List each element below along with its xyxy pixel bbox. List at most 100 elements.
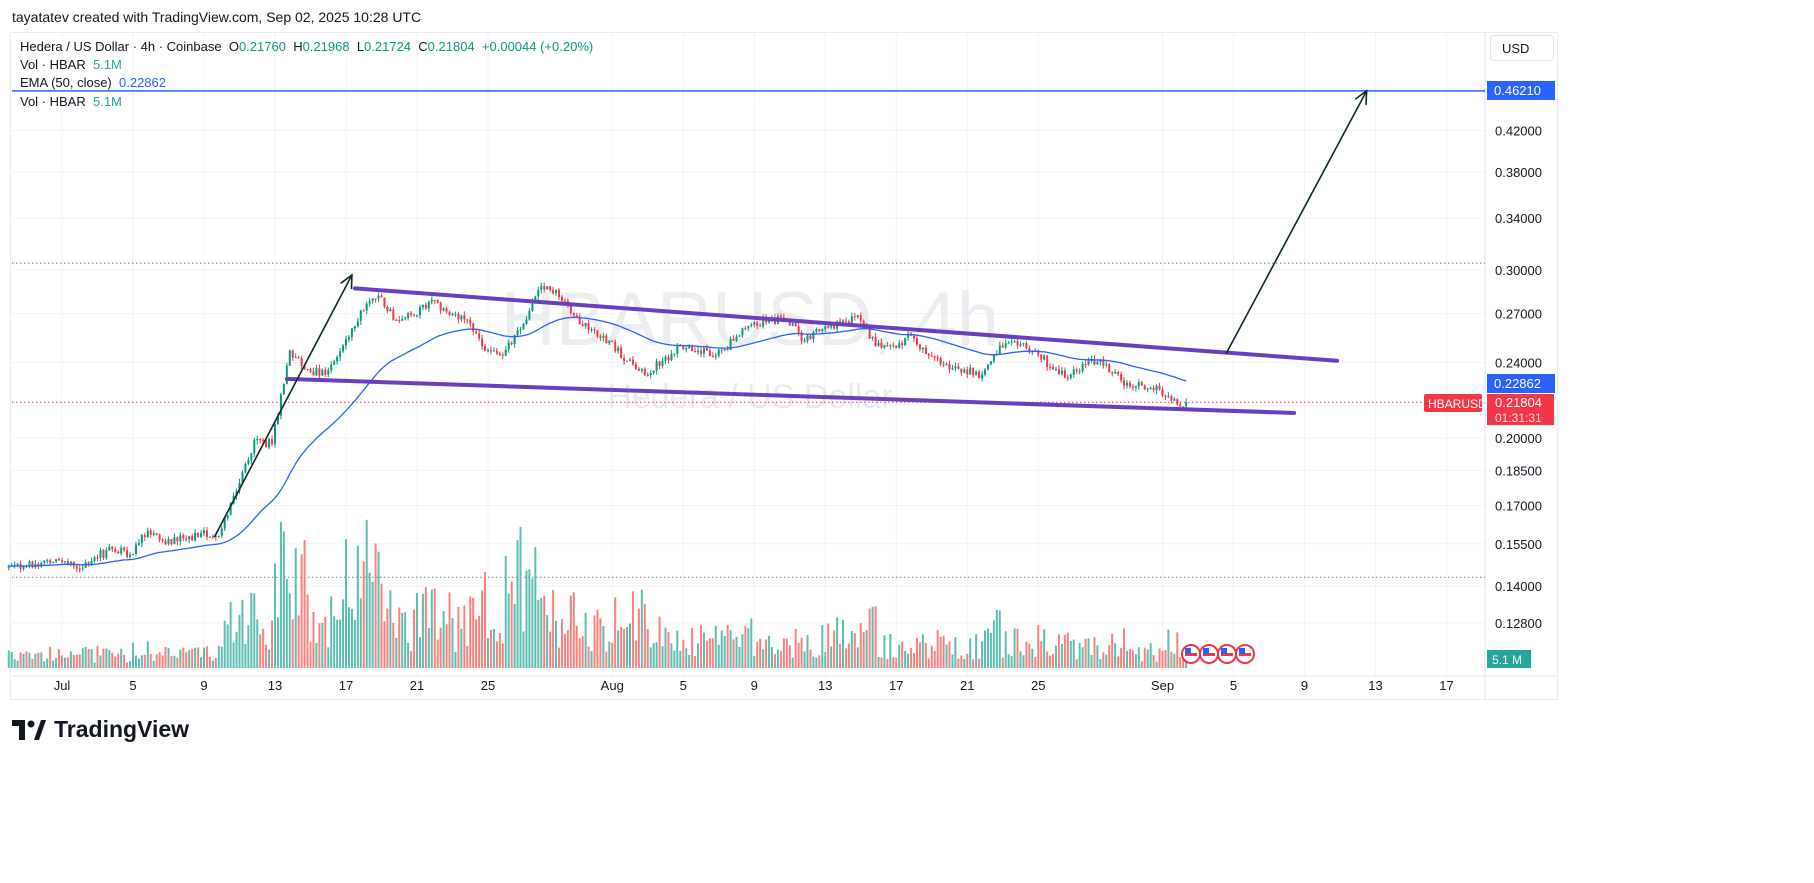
volume-bar xyxy=(516,540,519,668)
candle-body xyxy=(164,540,167,544)
volume-bar xyxy=(910,647,913,668)
volume-bar xyxy=(430,589,433,668)
candle-body xyxy=(1043,355,1046,360)
volume-bar xyxy=(939,637,942,668)
volume-bar xyxy=(52,660,55,668)
candle-body xyxy=(738,335,741,337)
candle-body xyxy=(306,368,309,370)
volume-bar xyxy=(963,659,966,668)
volume-bar xyxy=(534,547,537,668)
candle-body xyxy=(812,331,815,340)
candle-body xyxy=(81,567,84,569)
candle-body xyxy=(975,371,978,376)
volume-bar xyxy=(1143,647,1146,668)
legend-volume-row-2[interactable]: Vol · HBAR 5.1M xyxy=(20,94,122,109)
candle-body xyxy=(779,315,782,318)
price-axis[interactable]: 0.42000 0.38000 0.34000 0.30000 0.27000 0.240… xyxy=(1495,123,1542,631)
channel-upper-trendline xyxy=(352,286,1340,363)
candle-body xyxy=(309,369,312,372)
volume-bar xyxy=(1123,628,1126,668)
candle-body xyxy=(1108,364,1111,373)
time-tick-label: 21 xyxy=(410,678,424,693)
arrow-head-icon xyxy=(1354,89,1368,105)
volume-bar xyxy=(605,651,608,668)
candle-body xyxy=(824,326,827,330)
volume-bar xyxy=(182,647,185,668)
time-tick-label: 5 xyxy=(1230,678,1237,693)
volume-bar xyxy=(723,636,726,668)
volume-bar xyxy=(487,638,489,668)
volume-bar xyxy=(1055,645,1057,668)
candle-body xyxy=(939,357,942,365)
volume-bar xyxy=(495,641,498,668)
candle-body xyxy=(1093,359,1096,365)
volume-bar xyxy=(362,561,365,668)
volume-bar xyxy=(735,636,738,668)
volume-bar xyxy=(584,612,587,668)
candle-body xyxy=(741,328,744,336)
legend-ema-row[interactable]: EMA (50, close) 0.22862 xyxy=(20,75,166,90)
volume-bar xyxy=(111,652,114,668)
candle-body xyxy=(1176,398,1179,405)
symbol-tag: HBARUSD xyxy=(1428,397,1487,411)
candle-body xyxy=(492,350,495,352)
volume-bar xyxy=(694,656,697,668)
volume-bar xyxy=(1182,657,1185,668)
candle-body xyxy=(244,463,247,473)
candle-body xyxy=(436,300,439,303)
candles xyxy=(7,282,1188,573)
candle-body xyxy=(342,345,345,352)
volume-bar xyxy=(1167,629,1170,668)
volume-bar xyxy=(1016,628,1019,668)
volume-bar xyxy=(800,637,803,668)
chart-credit: tayatatev created with TradingView.com, … xyxy=(12,9,422,25)
legend-symbol-row[interactable]: Hedera / US Dollar · 4h · Coinbase O0.21… xyxy=(20,39,593,54)
volume-bar xyxy=(291,619,294,668)
volume-bar xyxy=(954,637,957,668)
volume-bar xyxy=(649,647,652,668)
volume-bar xyxy=(211,660,214,668)
volume-bar xyxy=(913,653,915,668)
candle-body xyxy=(700,350,702,354)
candle-body xyxy=(1126,382,1128,386)
currency-button[interactable]: USD xyxy=(1490,35,1554,61)
ema-price-box xyxy=(1487,374,1555,393)
time-tick-label: 5 xyxy=(680,678,687,693)
volume-bar xyxy=(1126,650,1128,668)
volume-bar xyxy=(750,618,753,668)
candle-body xyxy=(398,319,401,321)
price-tick-label: 0.34000 xyxy=(1495,211,1542,226)
legend-volume-row[interactable]: Vol · HBAR 5.1M xyxy=(20,57,122,72)
volume-bar xyxy=(421,593,424,668)
candle-body xyxy=(126,550,129,558)
volume-bar xyxy=(960,655,963,668)
volume-bar xyxy=(655,642,658,668)
volume-bar xyxy=(809,649,812,668)
candle-body xyxy=(1007,342,1010,344)
volume-bar xyxy=(812,656,815,668)
tradingview-logo[interactable]: TradingView xyxy=(12,716,189,743)
candle-body xyxy=(220,528,223,536)
candle-body xyxy=(58,559,61,561)
volume-bar xyxy=(13,659,16,668)
volume-bar xyxy=(753,655,756,668)
candle-body xyxy=(682,345,685,350)
volume-bar xyxy=(265,644,268,668)
candle-body xyxy=(421,304,424,308)
candle-body xyxy=(111,546,114,550)
tradingview-logo-icon xyxy=(12,719,46,740)
candle-body xyxy=(563,300,566,302)
last-price-box xyxy=(1487,394,1554,425)
candle-body xyxy=(285,365,288,385)
candle-body xyxy=(895,345,898,349)
volume-bar xyxy=(998,610,1001,668)
time-axis[interactable]: Jul 5 9 13 17 21 25 Aug 5 9 13 17 21 25 Sep 5 9 13 17 xyxy=(54,678,1454,693)
volume-bar xyxy=(1090,654,1093,668)
volume-bar xyxy=(652,643,655,668)
volume-bar xyxy=(883,635,886,668)
time-tick-label: Aug xyxy=(601,678,624,693)
time-tick-label: 9 xyxy=(751,678,758,693)
volume-bar xyxy=(682,639,685,668)
candle-body xyxy=(365,303,368,311)
